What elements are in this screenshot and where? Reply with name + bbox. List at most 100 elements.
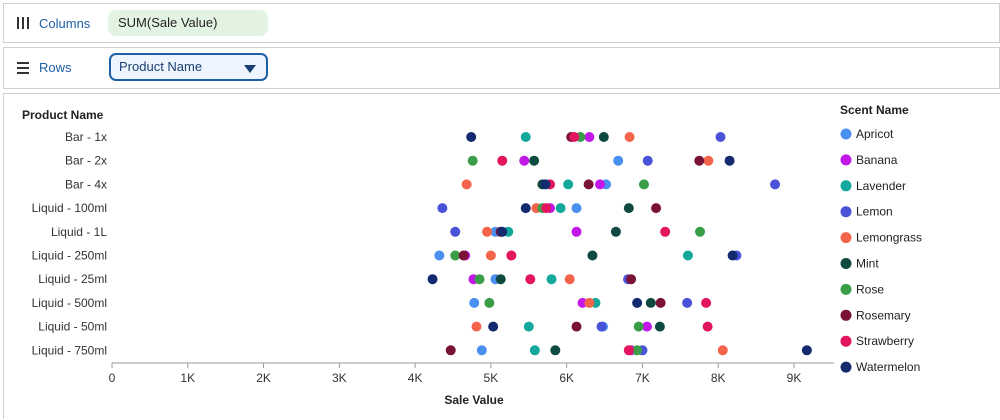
chevron-down-icon xyxy=(244,65,256,73)
data-point[interactable] xyxy=(694,155,705,166)
data-point[interactable] xyxy=(569,132,580,142)
data-point[interactable] xyxy=(546,274,557,285)
data-point[interactable] xyxy=(474,274,485,285)
data-point[interactable] xyxy=(623,345,634,356)
data-point[interactable] xyxy=(626,274,637,285)
data-point[interactable] xyxy=(584,132,595,142)
data-point[interactable] xyxy=(540,179,551,190)
x-tick-label: 5K xyxy=(484,371,499,385)
data-point[interactable] xyxy=(571,226,582,237)
data-point[interactable] xyxy=(555,203,566,214)
data-point[interactable] xyxy=(497,226,508,237)
data-point[interactable] xyxy=(654,321,665,332)
data-point[interactable] xyxy=(506,250,517,261)
data-point[interactable] xyxy=(727,250,738,261)
data-point[interactable] xyxy=(488,321,499,332)
legend-item-label[interactable]: Lemon xyxy=(856,205,893,219)
data-point[interactable] xyxy=(682,250,693,261)
data-point[interactable] xyxy=(467,155,478,166)
data-point[interactable] xyxy=(520,203,531,214)
data-point[interactable] xyxy=(497,155,508,166)
data-point[interactable] xyxy=(596,321,607,332)
data-point[interactable] xyxy=(437,203,448,214)
rows-field-dropdown[interactable]: Product Name xyxy=(109,53,268,81)
data-point[interactable] xyxy=(598,132,609,142)
data-point[interactable] xyxy=(427,274,438,285)
data-point[interactable] xyxy=(623,203,634,214)
legend-item-label[interactable]: Banana xyxy=(856,153,898,167)
data-point[interactable] xyxy=(701,297,712,308)
columns-label: Columns xyxy=(39,16,91,31)
data-point[interactable] xyxy=(529,155,540,166)
data-point[interactable] xyxy=(715,132,726,142)
legend-swatch xyxy=(840,283,852,295)
data-point[interactable] xyxy=(642,155,653,166)
data-point[interactable] xyxy=(770,179,781,190)
category-label: Bar - 1x xyxy=(65,130,107,144)
data-point[interactable] xyxy=(484,297,495,308)
legend-item-label[interactable]: Rose xyxy=(856,282,884,296)
data-point[interactable] xyxy=(655,297,666,308)
data-point[interactable] xyxy=(476,345,487,356)
category-label: Bar - 4x xyxy=(65,177,107,191)
legend-item-label[interactable]: Apricot xyxy=(856,127,894,141)
legend-item-label[interactable]: Lemongrass xyxy=(856,231,922,245)
data-point[interactable] xyxy=(633,321,644,332)
data-point[interactable] xyxy=(495,274,506,285)
data-point[interactable] xyxy=(651,203,662,214)
data-point[interactable] xyxy=(587,250,598,261)
data-point[interactable] xyxy=(563,179,574,190)
data-point[interactable] xyxy=(485,250,496,261)
legend-item-label[interactable]: Watermelon xyxy=(856,360,920,374)
data-point[interactable] xyxy=(638,179,649,190)
data-point[interactable] xyxy=(461,179,472,190)
data-point[interactable] xyxy=(624,132,635,142)
data-point[interactable] xyxy=(571,203,582,214)
data-point[interactable] xyxy=(450,226,461,237)
category-label: Bar - 2x xyxy=(65,154,107,168)
data-point[interactable] xyxy=(717,345,728,356)
data-point[interactable] xyxy=(801,345,812,356)
legend-item-label[interactable]: Strawberry xyxy=(856,334,914,348)
data-point[interactable] xyxy=(595,179,606,190)
data-point[interactable] xyxy=(632,297,643,308)
data-point[interactable] xyxy=(682,297,693,308)
data-point[interactable] xyxy=(583,179,594,190)
data-point[interactable] xyxy=(520,132,531,142)
data-point[interactable] xyxy=(469,297,480,308)
data-point[interactable] xyxy=(450,250,461,261)
x-tick-label: 8K xyxy=(711,371,726,385)
legend-swatch xyxy=(840,361,852,373)
data-point[interactable] xyxy=(482,226,493,237)
data-point[interactable] xyxy=(434,250,445,261)
x-tick-label: 0 xyxy=(109,371,116,385)
data-point[interactable] xyxy=(632,345,643,356)
data-point[interactable] xyxy=(613,155,624,166)
columns-field-pill[interactable]: SUM(Sale Value) xyxy=(108,10,268,36)
data-point[interactable] xyxy=(645,297,656,308)
data-point[interactable] xyxy=(610,226,621,237)
data-point[interactable] xyxy=(660,226,671,237)
data-point[interactable] xyxy=(564,274,575,285)
data-point[interactable] xyxy=(584,297,595,308)
data-point[interactable] xyxy=(523,321,534,332)
data-point[interactable] xyxy=(471,321,482,332)
data-point[interactable] xyxy=(445,345,456,356)
data-point[interactable] xyxy=(703,155,714,166)
data-point[interactable] xyxy=(525,274,536,285)
data-point[interactable] xyxy=(641,321,652,332)
legend-item-label[interactable]: Mint xyxy=(856,257,879,271)
data-point[interactable] xyxy=(550,345,561,356)
data-point[interactable] xyxy=(458,250,469,261)
data-point[interactable] xyxy=(519,155,530,166)
data-point[interactable] xyxy=(571,321,582,332)
x-tick-label: 3K xyxy=(332,371,347,385)
legend-item-label[interactable]: Lavender xyxy=(856,179,906,193)
data-point[interactable] xyxy=(724,155,735,166)
data-point[interactable] xyxy=(529,345,540,356)
data-point[interactable] xyxy=(541,203,552,214)
data-point[interactable] xyxy=(466,132,477,142)
data-point[interactable] xyxy=(702,321,713,332)
data-point[interactable] xyxy=(695,226,706,237)
legend-item-label[interactable]: Rosemary xyxy=(856,308,911,322)
